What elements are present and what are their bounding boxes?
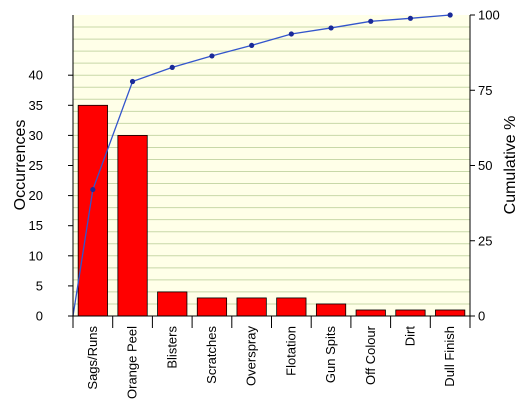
bar-8	[395, 309, 426, 317]
y-tick-label: 15	[29, 218, 43, 233]
category-label: Gun Spits	[323, 326, 338, 384]
cumulative-point-5	[288, 31, 294, 37]
category-label: Dirt	[402, 326, 417, 347]
y2-tick-label: 50	[478, 158, 492, 173]
bar-7	[355, 309, 386, 317]
category-label: Flotation	[283, 326, 298, 376]
category-label: Orange Peel	[125, 326, 140, 399]
y-tick-label: 5	[36, 278, 43, 293]
cumulative-point-8	[407, 15, 414, 21]
bars	[77, 104, 466, 317]
cumulative-point-1	[129, 78, 136, 85]
y-tick-label: 35	[29, 98, 43, 113]
y2-tick-label: 25	[478, 233, 492, 248]
left-axis-ticks: 0 5 10 15 20 25 30 35 40	[29, 68, 43, 324]
category-label: Scratches	[204, 326, 219, 384]
cumulative-point-2	[169, 64, 175, 70]
category-label: Off Colour	[363, 325, 378, 385]
cumulative-point-6	[328, 25, 334, 31]
bar-0	[77, 104, 108, 317]
y2-tick-label: 100	[478, 8, 500, 23]
y2-axis-title: Cumulative %	[502, 116, 519, 215]
cumulative-point-7	[368, 18, 374, 24]
cumulative-line	[72, 12, 453, 317]
axes	[68, 14, 475, 328]
cumulative-point-3	[209, 53, 215, 59]
y2-tick-label: 75	[478, 83, 492, 98]
bar-5	[276, 297, 307, 317]
right-axis-ticks: 0 25 50 75 100	[478, 8, 500, 324]
category-label: Dull Finish	[442, 326, 457, 387]
y-tick-label: 40	[29, 68, 43, 83]
y-tick-label: 30	[29, 128, 43, 143]
bar-4	[236, 297, 267, 317]
y2-tick-label: 0	[478, 309, 485, 324]
y-axis-title: Occurrences	[12, 120, 29, 211]
category-label: Overspray	[244, 326, 259, 386]
bar-1	[117, 134, 148, 317]
category-label: Sags/Runs	[85, 326, 100, 390]
category-label: Blisters	[164, 326, 179, 369]
cumulative-point-9	[447, 12, 453, 18]
bar-2	[157, 291, 188, 317]
y-tick-label: 20	[29, 188, 43, 203]
y-tick-label: 10	[29, 248, 43, 263]
y-tick-label: 0	[36, 309, 43, 324]
bar-6	[315, 303, 347, 317]
category-labels: Sags/Runs Orange Peel Blisters Scratches Ove…	[85, 325, 457, 399]
cumulative-point-4	[249, 42, 255, 49]
y-tick-label: 25	[29, 158, 43, 173]
bar-9	[435, 309, 466, 317]
cumulative-point-0	[90, 186, 96, 193]
bar-3	[196, 297, 228, 317]
